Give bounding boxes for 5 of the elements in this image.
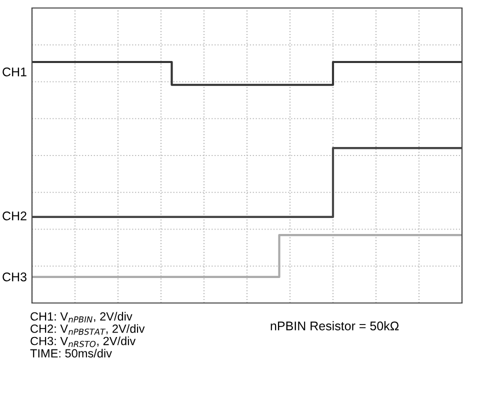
text: nPBIN Resistor = 50kΩ — [270, 321, 399, 330]
text: CH1 — [2, 68, 26, 76]
text: CH3 — [2, 272, 26, 282]
text: CH2 — [2, 212, 26, 220]
text: CH1: V$_{nPBIN}$, 2V/div CH2: V$_{nPBSTAT}$, 2V/div CH3: V$_{nRSTO}$, 2V/div TIME: 50ms/div — [30, 312, 145, 358]
